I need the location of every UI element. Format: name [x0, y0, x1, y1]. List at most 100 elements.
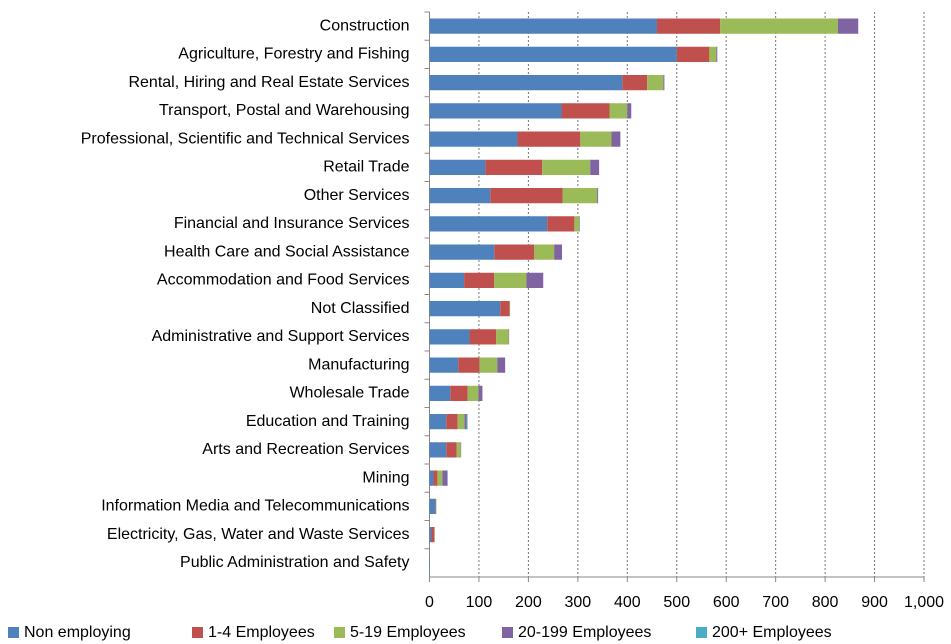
bar-segment — [561, 103, 610, 119]
x-tick-label: 300 — [564, 594, 591, 611]
bar-segment — [837, 18, 859, 34]
bar-segment — [467, 385, 479, 402]
y-tick-label: Arts and Recreation Services — [202, 441, 409, 458]
bar-segment — [534, 244, 555, 260]
bar-segment — [458, 357, 480, 373]
bar-segment — [429, 103, 562, 119]
bar-segment — [720, 18, 838, 34]
y-tick-label: Retail Trade — [323, 159, 409, 176]
bar-segment — [490, 187, 563, 204]
bar-segment — [429, 187, 491, 204]
bar-segment — [562, 187, 598, 204]
bar-segment — [442, 470, 448, 486]
legend-label: 200+ Employees — [712, 624, 832, 641]
bar-segment — [429, 46, 677, 63]
bar-segment — [554, 244, 563, 260]
legend-label: Non employing — [24, 624, 131, 641]
bar-segment — [456, 442, 461, 458]
bar-segment — [597, 187, 599, 204]
bar-segment — [429, 385, 451, 402]
bar-segment — [429, 329, 470, 345]
bar-segment — [574, 216, 580, 232]
bar-segment — [429, 442, 447, 458]
legend-swatch — [334, 627, 345, 638]
y-tick-label: Agriculture, Forestry and Fishing — [178, 46, 409, 63]
y-tick-label: Education and Training — [246, 413, 410, 430]
bar-segment — [656, 18, 721, 34]
bar-segment — [429, 300, 501, 317]
bar-segment — [429, 131, 518, 147]
x-tick-label: 1,000 — [904, 594, 944, 611]
bar-segment — [446, 413, 458, 430]
y-tick-label: Wholesale Trade — [289, 385, 409, 402]
x-tick-label: 0 — [425, 594, 434, 611]
bar-segment — [494, 272, 527, 289]
bar-segment — [431, 526, 435, 543]
x-tick-label: 700 — [762, 594, 789, 611]
bar-segment — [429, 74, 623, 91]
bar-segment — [479, 357, 498, 373]
bar-segment — [429, 159, 486, 176]
x-tick-label: 900 — [861, 594, 888, 611]
bar-segment — [429, 526, 432, 543]
bar-segment — [676, 46, 710, 63]
bar-segment — [497, 357, 506, 373]
bar-segment — [429, 18, 657, 34]
y-tick-label: Not Classified — [311, 300, 410, 317]
bar-segment — [429, 244, 495, 260]
bar-segment — [429, 357, 459, 373]
bar-segment — [429, 216, 548, 232]
y-tick-label: Other Services — [304, 187, 410, 204]
bar-segment — [709, 46, 717, 63]
bar-segment — [496, 329, 509, 345]
y-tick-label: Financial and Insurance Services — [174, 215, 410, 232]
bar-segment — [429, 272, 465, 289]
x-tick-label: 800 — [812, 594, 839, 611]
y-tick-label: Manufacturing — [308, 356, 409, 373]
bar-segment — [469, 329, 497, 345]
y-tick-label: Construction — [320, 17, 410, 34]
bar-segment — [716, 46, 718, 63]
x-tick-label: 500 — [663, 594, 690, 611]
y-tick-label: Rental, Hiring and Real Estate Services — [128, 74, 409, 91]
bar-segment — [547, 216, 575, 232]
bar-segment — [429, 498, 436, 515]
y-tick-label: Public Administration and Safety — [180, 554, 409, 571]
bar-segment — [446, 442, 457, 458]
y-tick-label: Health Care and Social Assistance — [164, 243, 410, 260]
bar-segment — [500, 300, 510, 317]
y-tick-label: Mining — [362, 469, 409, 486]
y-tick-label: Administrative and Support Services — [152, 328, 410, 345]
bar-segment — [663, 74, 665, 91]
legend-swatch — [502, 627, 513, 638]
x-tick-label: 100 — [466, 594, 493, 611]
legend-swatch — [192, 627, 203, 638]
legend-label: 1-4 Employees — [208, 624, 315, 641]
bar-segment — [457, 413, 465, 430]
bar-segment — [429, 413, 447, 430]
x-tick-label: 600 — [713, 594, 740, 611]
bar-segment — [526, 272, 544, 289]
legend-swatch — [8, 627, 19, 638]
bar-segment — [478, 385, 483, 402]
x-tick-label: 400 — [614, 594, 641, 611]
bar-segment — [433, 470, 438, 486]
y-tick-label: Transport, Postal and Warehousing — [159, 102, 410, 119]
legend-label: 20-199 Employees — [518, 624, 651, 641]
y-tick-label: Accommodation and Food Services — [157, 272, 410, 289]
bar-segment — [590, 159, 600, 176]
bar-segment — [485, 159, 543, 176]
bar-segment — [647, 74, 664, 91]
y-tick-label: Electricity, Gas, Water and Waste Servic… — [107, 526, 410, 543]
bar-segment — [627, 103, 632, 119]
bar-segment — [494, 244, 535, 260]
bar-segment — [429, 470, 434, 486]
bar-segment — [609, 103, 628, 119]
bar-segment — [464, 413, 467, 430]
bar-segment — [464, 272, 495, 289]
bar-segment — [450, 385, 468, 402]
bar-segment — [466, 413, 468, 430]
y-tick-label: Information Media and Telecommunications — [101, 498, 409, 515]
